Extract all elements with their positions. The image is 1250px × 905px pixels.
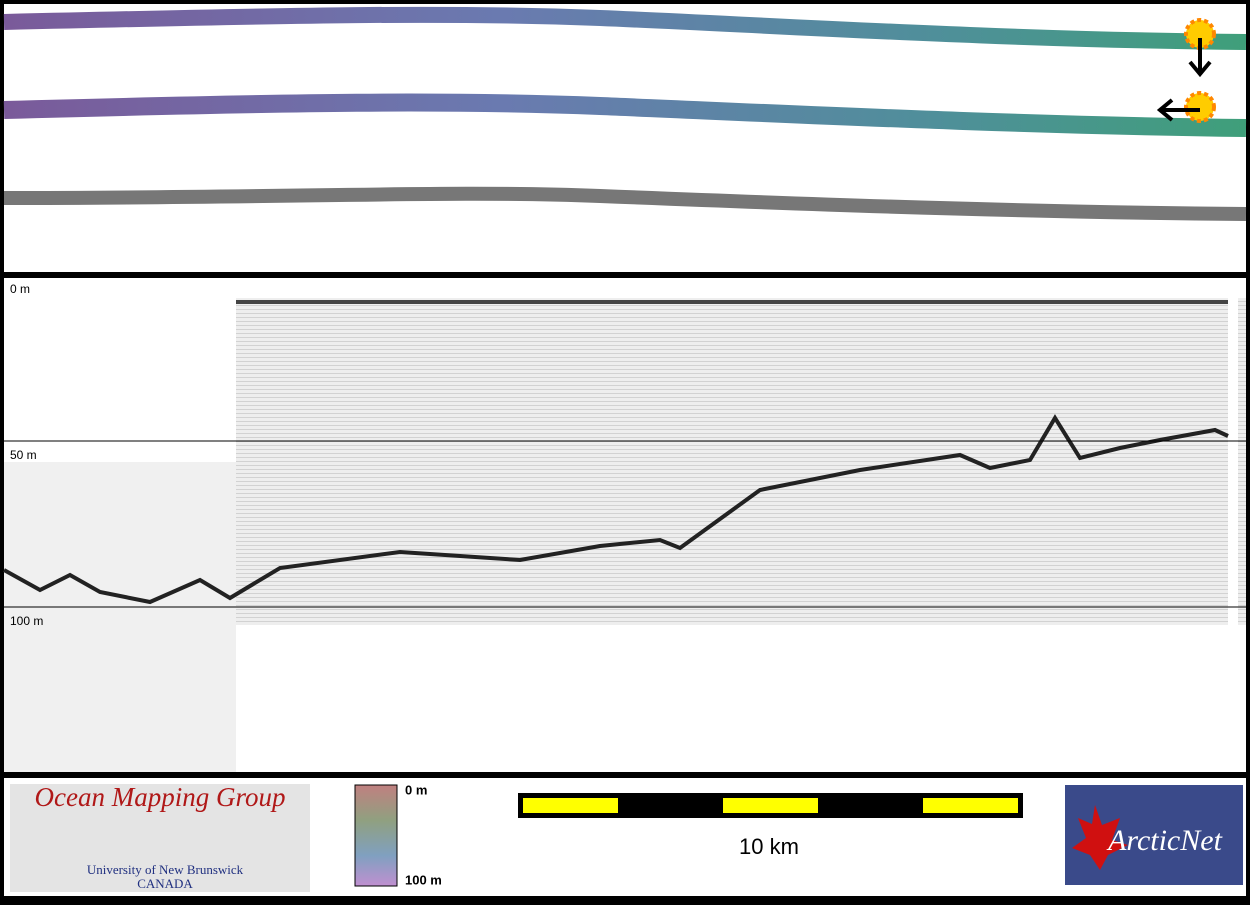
colorbar-label: 100 m — [405, 872, 442, 887]
echogram — [4, 462, 236, 772]
logo-title: ArcticNet — [1106, 824, 1223, 857]
depth-label: 100 m — [10, 614, 43, 628]
logo-text: University of New Brunswick — [87, 862, 244, 877]
swath — [3, 6, 1247, 50]
logo-left-bg — [10, 784, 310, 892]
logo-text: CANADA — [137, 876, 193, 891]
maple-leaf — [1072, 805, 1128, 870]
depth-label: 50 m — [10, 448, 37, 462]
colorbar — [354, 784, 398, 887]
depth-label: 0 m — [10, 282, 30, 296]
ship-icons — [1156, 18, 1216, 123]
swath — [3, 93, 1247, 137]
scale-label: 10 km — [739, 834, 799, 859]
swath-backscatter — [3, 186, 1247, 221]
seafloor-trace — [3, 414, 1229, 605]
colorbar-label: 0 m — [405, 782, 427, 797]
swath-panel — [4, 4, 1246, 272]
echogram — [236, 298, 1228, 625]
scale-bar — [518, 793, 1023, 818]
logo-title: Ocean Mapping Group — [35, 782, 286, 812]
surface-line — [236, 300, 1228, 304]
echogram — [1238, 298, 1246, 625]
